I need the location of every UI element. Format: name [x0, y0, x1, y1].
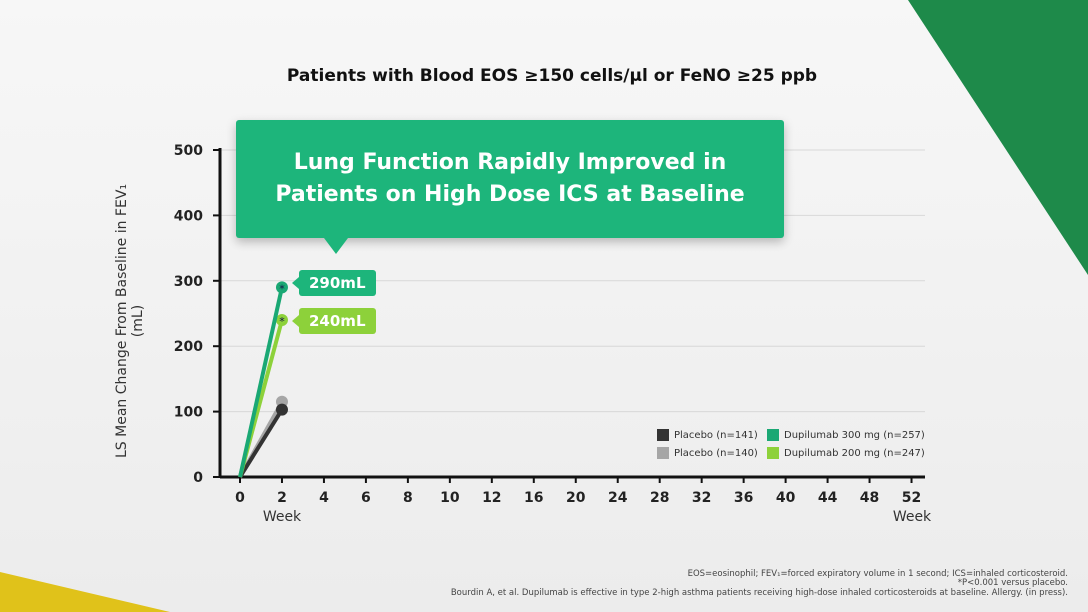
legend-item: Dupilumab 300 mg (n=257) [767, 429, 927, 441]
x-tick-label: 20 [566, 490, 586, 506]
callout-line2: Patients on High Dose ICS at Baseline [275, 182, 745, 207]
y-tick-label: 100 [174, 405, 203, 421]
callout-line1: Lung Function Rapidly Improved in [293, 150, 727, 175]
series-line [238, 286, 284, 478]
tag-300mg: 290mL [292, 270, 376, 296]
footnote-abbrev: EOS=eosinophil; FEV₁=forced expiratory v… [687, 569, 1068, 579]
significance-marker: * [279, 282, 285, 295]
x-tick-label: 2 [277, 490, 287, 506]
x-tick-label: 6 [361, 490, 371, 506]
x-tick-label: 32 [692, 490, 711, 506]
x-tick-label: 16 [524, 490, 543, 506]
legend-item: Placebo (n=141) [657, 429, 767, 441]
y-tick-label: 200 [174, 339, 203, 355]
y-tick-label: 400 [174, 208, 203, 224]
legend: Placebo (n=141) Dupilumab 300 mg (n=257)… [657, 429, 927, 459]
decorative-corner-green [908, 0, 1088, 275]
week-label-right: Week [893, 509, 932, 525]
week-label-left: Week [263, 509, 302, 525]
citation: Bourdin A, et al. Dupilumab is effective… [450, 588, 1068, 598]
callout-box: Lung Function Rapidly Improved in Patient… [236, 120, 784, 254]
data-point [275, 314, 288, 327]
x-tick-label: 10 [440, 490, 460, 506]
x-tick-label: 0 [235, 490, 245, 506]
x-tick-label: 44 [818, 490, 838, 506]
y-tick-label: 0 [193, 470, 203, 486]
y-tick-label: 300 [174, 274, 203, 290]
x-tick-label: 12 [482, 490, 501, 506]
x-tick-label: 8 [403, 490, 413, 506]
legend-item: Placebo (n=140) [657, 447, 767, 459]
footnote-p: *P<0.001 versus placebo. [957, 578, 1068, 588]
chart-title: Patients with Blood EOS ≥150 cells/µl or… [286, 66, 818, 86]
y-tick-label: 500 [174, 143, 203, 159]
x-tick-label: 28 [650, 490, 669, 506]
significance-marker: * [279, 315, 285, 328]
x-tick-label: 36 [734, 490, 753, 506]
data-point [275, 281, 288, 294]
x-tick-label: 40 [776, 490, 796, 506]
x-tick-label: 48 [860, 490, 879, 506]
tag-200mg: 240mL [292, 308, 376, 334]
data-point [275, 403, 288, 416]
x-tick-label: 52 [902, 490, 921, 506]
legend-item: Dupilumab 200 mg (n=247) [767, 447, 927, 459]
x-tick-label: 4 [319, 490, 329, 506]
x-tick-label: 24 [608, 490, 628, 506]
series-line [238, 408, 284, 479]
decorative-corner-yellow [0, 572, 170, 612]
